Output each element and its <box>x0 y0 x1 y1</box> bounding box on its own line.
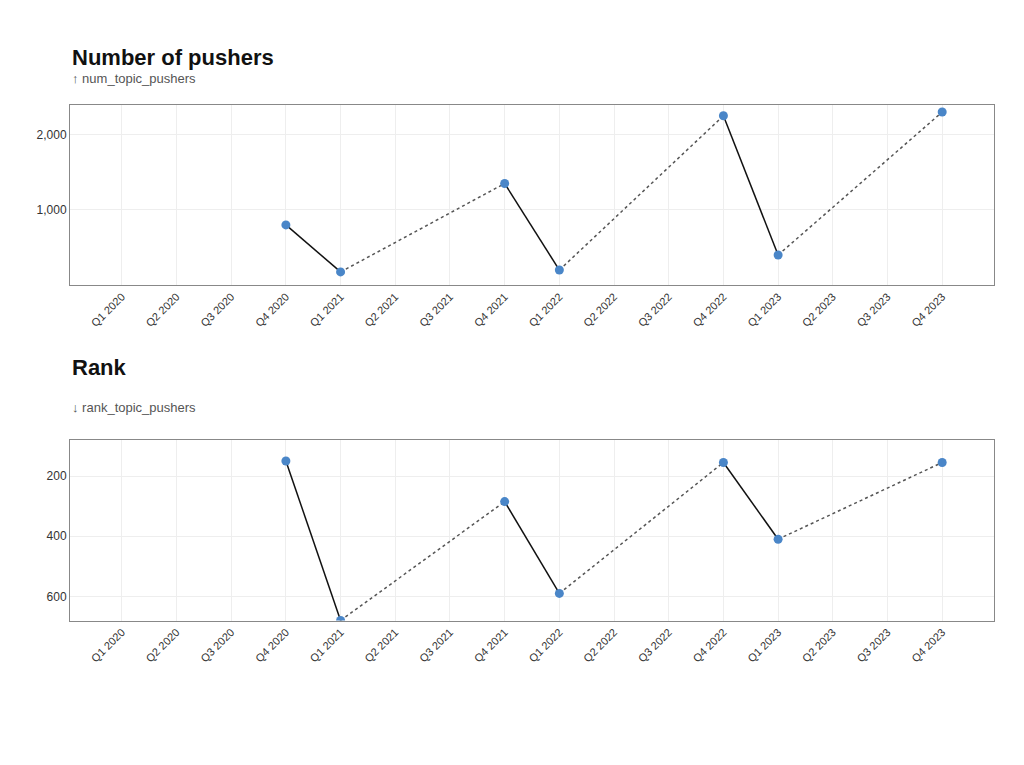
svg-text:Q4 2020: Q4 2020 <box>253 291 291 329</box>
svg-text:Q1 2022: Q1 2022 <box>526 291 564 329</box>
svg-text:Q2 2022: Q2 2022 <box>581 626 619 664</box>
svg-text:Q3 2021: Q3 2021 <box>417 291 455 329</box>
svg-text:Q2 2021: Q2 2021 <box>362 291 400 329</box>
svg-text:↑ num_topic_pushers: ↑ num_topic_pushers <box>72 71 196 86</box>
svg-text:Q1 2020: Q1 2020 <box>89 626 127 664</box>
svg-text:Q2 2022: Q2 2022 <box>581 291 619 329</box>
svg-text:Q2 2023: Q2 2023 <box>800 291 838 329</box>
svg-text:Q3 2022: Q3 2022 <box>636 626 674 664</box>
svg-text:Number of pushers: Number of pushers <box>72 45 274 70</box>
svg-text:200: 200 <box>47 469 67 483</box>
svg-text:Q1 2023: Q1 2023 <box>745 626 783 664</box>
svg-text:Q3 2021: Q3 2021 <box>417 626 455 664</box>
svg-text:Q1 2021: Q1 2021 <box>308 291 346 329</box>
svg-text:Q1 2021: Q1 2021 <box>308 626 346 664</box>
svg-text:Q3 2023: Q3 2023 <box>854 291 892 329</box>
svg-text:Q2 2020: Q2 2020 <box>143 626 181 664</box>
svg-text:Q3 2022: Q3 2022 <box>636 291 674 329</box>
svg-text:Q1 2020: Q1 2020 <box>89 291 127 329</box>
svg-text:Q1 2022: Q1 2022 <box>526 626 564 664</box>
svg-text:1,000: 1,000 <box>37 203 67 217</box>
svg-text:Q4 2023: Q4 2023 <box>909 626 947 664</box>
svg-text:Q4 2022: Q4 2022 <box>690 291 728 329</box>
svg-text:Q3 2020: Q3 2020 <box>198 291 236 329</box>
svg-text:Q4 2021: Q4 2021 <box>472 291 510 329</box>
svg-text:Q2 2023: Q2 2023 <box>800 626 838 664</box>
svg-text:Q3 2023: Q3 2023 <box>854 626 892 664</box>
svg-text:Q4 2022: Q4 2022 <box>690 626 728 664</box>
svg-text:2,000: 2,000 <box>37 128 67 142</box>
svg-text:Q1 2023: Q1 2023 <box>745 291 783 329</box>
svg-text:Q4 2023: Q4 2023 <box>909 291 947 329</box>
svg-text:Q2 2020: Q2 2020 <box>143 291 181 329</box>
svg-text:Q4 2021: Q4 2021 <box>472 626 510 664</box>
svg-text:Q4 2020: Q4 2020 <box>253 626 291 664</box>
svg-text:↓ rank_topic_pushers: ↓ rank_topic_pushers <box>72 400 196 415</box>
svg-text:Q2 2021: Q2 2021 <box>362 626 400 664</box>
svg-text:400: 400 <box>47 529 67 543</box>
svg-text:Rank: Rank <box>72 355 127 380</box>
svg-text:Q3 2020: Q3 2020 <box>198 626 236 664</box>
svg-text:600: 600 <box>47 590 67 604</box>
